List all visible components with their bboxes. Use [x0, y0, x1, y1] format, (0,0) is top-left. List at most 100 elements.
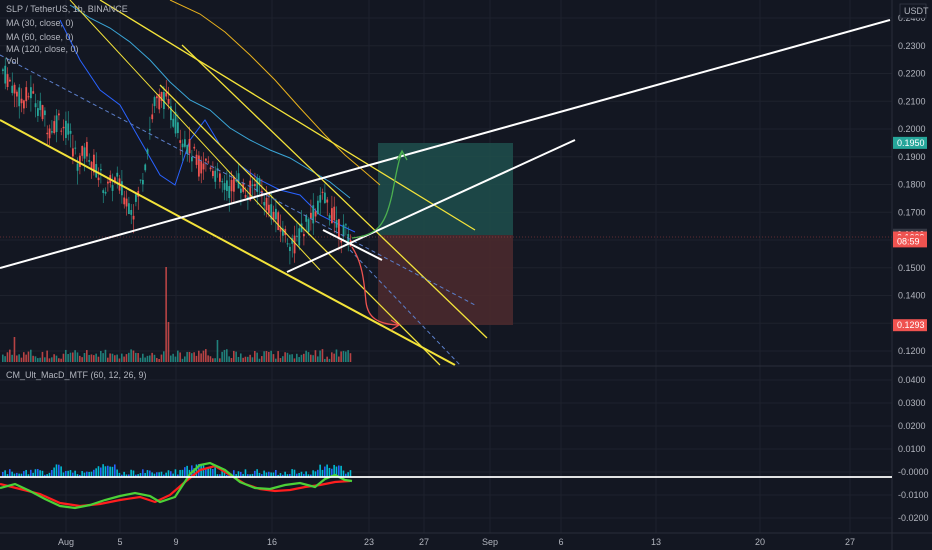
volume-bar: [233, 350, 235, 362]
candle-body: [340, 240, 343, 243]
candle-body: [228, 186, 231, 199]
time-tick-label: 27: [845, 537, 855, 547]
macd-hist-bar: [146, 470, 149, 477]
macd-hist-bar: [144, 473, 146, 477]
macd-hist-bar: [135, 474, 137, 477]
macd-hist-bar: [186, 465, 188, 477]
macd-hist-bar: [69, 470, 72, 477]
macd-tick-label: -0.0100: [898, 490, 929, 500]
candle-body: [165, 92, 168, 97]
macd-hist-bar: [100, 467, 102, 477]
trendline-inner-lower[interactable]: [159, 84, 441, 366]
candle-body: [254, 184, 256, 187]
candle-body: [72, 148, 74, 157]
macd-hist-bar: [55, 464, 58, 477]
volume-bar: [153, 354, 156, 362]
trendline-cross-white[interactable]: [322, 229, 383, 261]
trendline-long-white[interactable]: [0, 19, 891, 269]
volume-bar: [289, 354, 291, 362]
macd-hist-bar: [263, 470, 265, 477]
macd-hist-bar: [65, 470, 67, 477]
candle-body: [121, 181, 123, 196]
currency-badge[interactable]: [899, 3, 927, 19]
volume-bar: [214, 358, 216, 362]
volume-bar: [235, 351, 237, 362]
stop-zone[interactable]: [378, 235, 513, 325]
time-tick-label: 13: [651, 537, 661, 547]
candles: [2, 57, 352, 265]
candle-body: [142, 179, 144, 185]
trendline-short-white[interactable]: [286, 139, 576, 273]
macd-axis[interactable]: 0.0400 0.0300 0.0200 0.0100 -0.0000 -0.0100 -0…: [898, 375, 929, 523]
candle-body: [170, 106, 172, 121]
candle-body: [328, 215, 331, 219]
candle-body: [51, 131, 53, 133]
price-tick-label: 0.1700: [898, 207, 926, 217]
candle-body: [60, 130, 63, 132]
volume-bar: [296, 353, 298, 362]
time-tick-label: 27: [419, 537, 429, 547]
candle-body: [55, 115, 58, 133]
macd-hist-bar: [326, 464, 328, 477]
candle-body: [130, 209, 133, 215]
legend-ma-120[interactable]: MA (120, close, 0): [6, 44, 79, 54]
macd-hist-bar: [174, 469, 177, 477]
legend-volume[interactable]: Vol: [6, 56, 19, 66]
macd-hist-bar: [335, 466, 338, 477]
macd-hist-bar: [305, 471, 307, 477]
macd-signal-line: [0, 464, 351, 508]
volume-bar: [37, 358, 39, 362]
volume-bar: [219, 358, 221, 362]
price-tick-label: 0.1400: [898, 291, 926, 301]
candle-body: [2, 69, 4, 71]
candle-body: [186, 144, 189, 154]
volume-bar: [251, 357, 254, 362]
macd-hist-bar: [235, 474, 237, 477]
macd-hist-bar: [160, 471, 163, 477]
candle-body: [303, 233, 305, 237]
candle-body: [319, 195, 322, 203]
volume-bar: [32, 355, 34, 362]
volume-bar: [312, 355, 314, 362]
macd-hist-bar: [167, 470, 170, 477]
macd-hist-bar: [333, 464, 335, 477]
candle-body: [4, 65, 7, 84]
time-axis[interactable]: Aug 5 9 16 23 27 Sep 6 13 20 27: [58, 537, 855, 547]
trendline-lower-channel[interactable]: [0, 119, 456, 366]
volume-bar: [107, 357, 109, 362]
candle-body: [104, 191, 107, 194]
macd-hist-bar: [25, 469, 27, 477]
candle-body: [251, 184, 254, 186]
volume-bar: [111, 353, 114, 362]
legend-ma-60[interactable]: MA (60, close, 0): [6, 32, 74, 42]
candle-body: [312, 205, 315, 224]
volume-bar: [97, 356, 100, 362]
volume-bar: [67, 354, 69, 362]
trendline-steep[interactable]: [69, 0, 321, 271]
legend-macd[interactable]: CM_Ult_MacD_MTF (60, 12, 26, 9): [6, 370, 147, 380]
macd-hist-bar: [249, 474, 251, 477]
volume-bar: [144, 357, 146, 362]
trendline-inner-upper[interactable]: [181, 44, 488, 339]
candle-body: [30, 87, 32, 99]
macd-hist-bar: [86, 471, 88, 477]
macd-hist-bar: [247, 474, 249, 477]
macd-hist-bar: [303, 473, 305, 477]
candle-body: [69, 130, 72, 134]
time-tick-label: 5: [117, 537, 122, 547]
volume-bar: [121, 353, 123, 362]
macd-hist-bar: [226, 474, 228, 477]
candle-body: [244, 194, 247, 198]
time-tick-label: 9: [173, 537, 178, 547]
volume-bar: [209, 356, 212, 362]
macd-hist-bar: [202, 465, 205, 477]
legend-ma-30[interactable]: MA (30, close, 0): [6, 18, 74, 28]
volume-bar: [88, 354, 90, 362]
volume-bar: [156, 357, 158, 362]
candle-body: [23, 100, 25, 109]
macd-hist-bar: [298, 473, 300, 477]
trendline-upper-channel[interactable]: [99, 0, 476, 231]
candle-body: [177, 122, 179, 134]
volume-bar: [277, 351, 279, 362]
